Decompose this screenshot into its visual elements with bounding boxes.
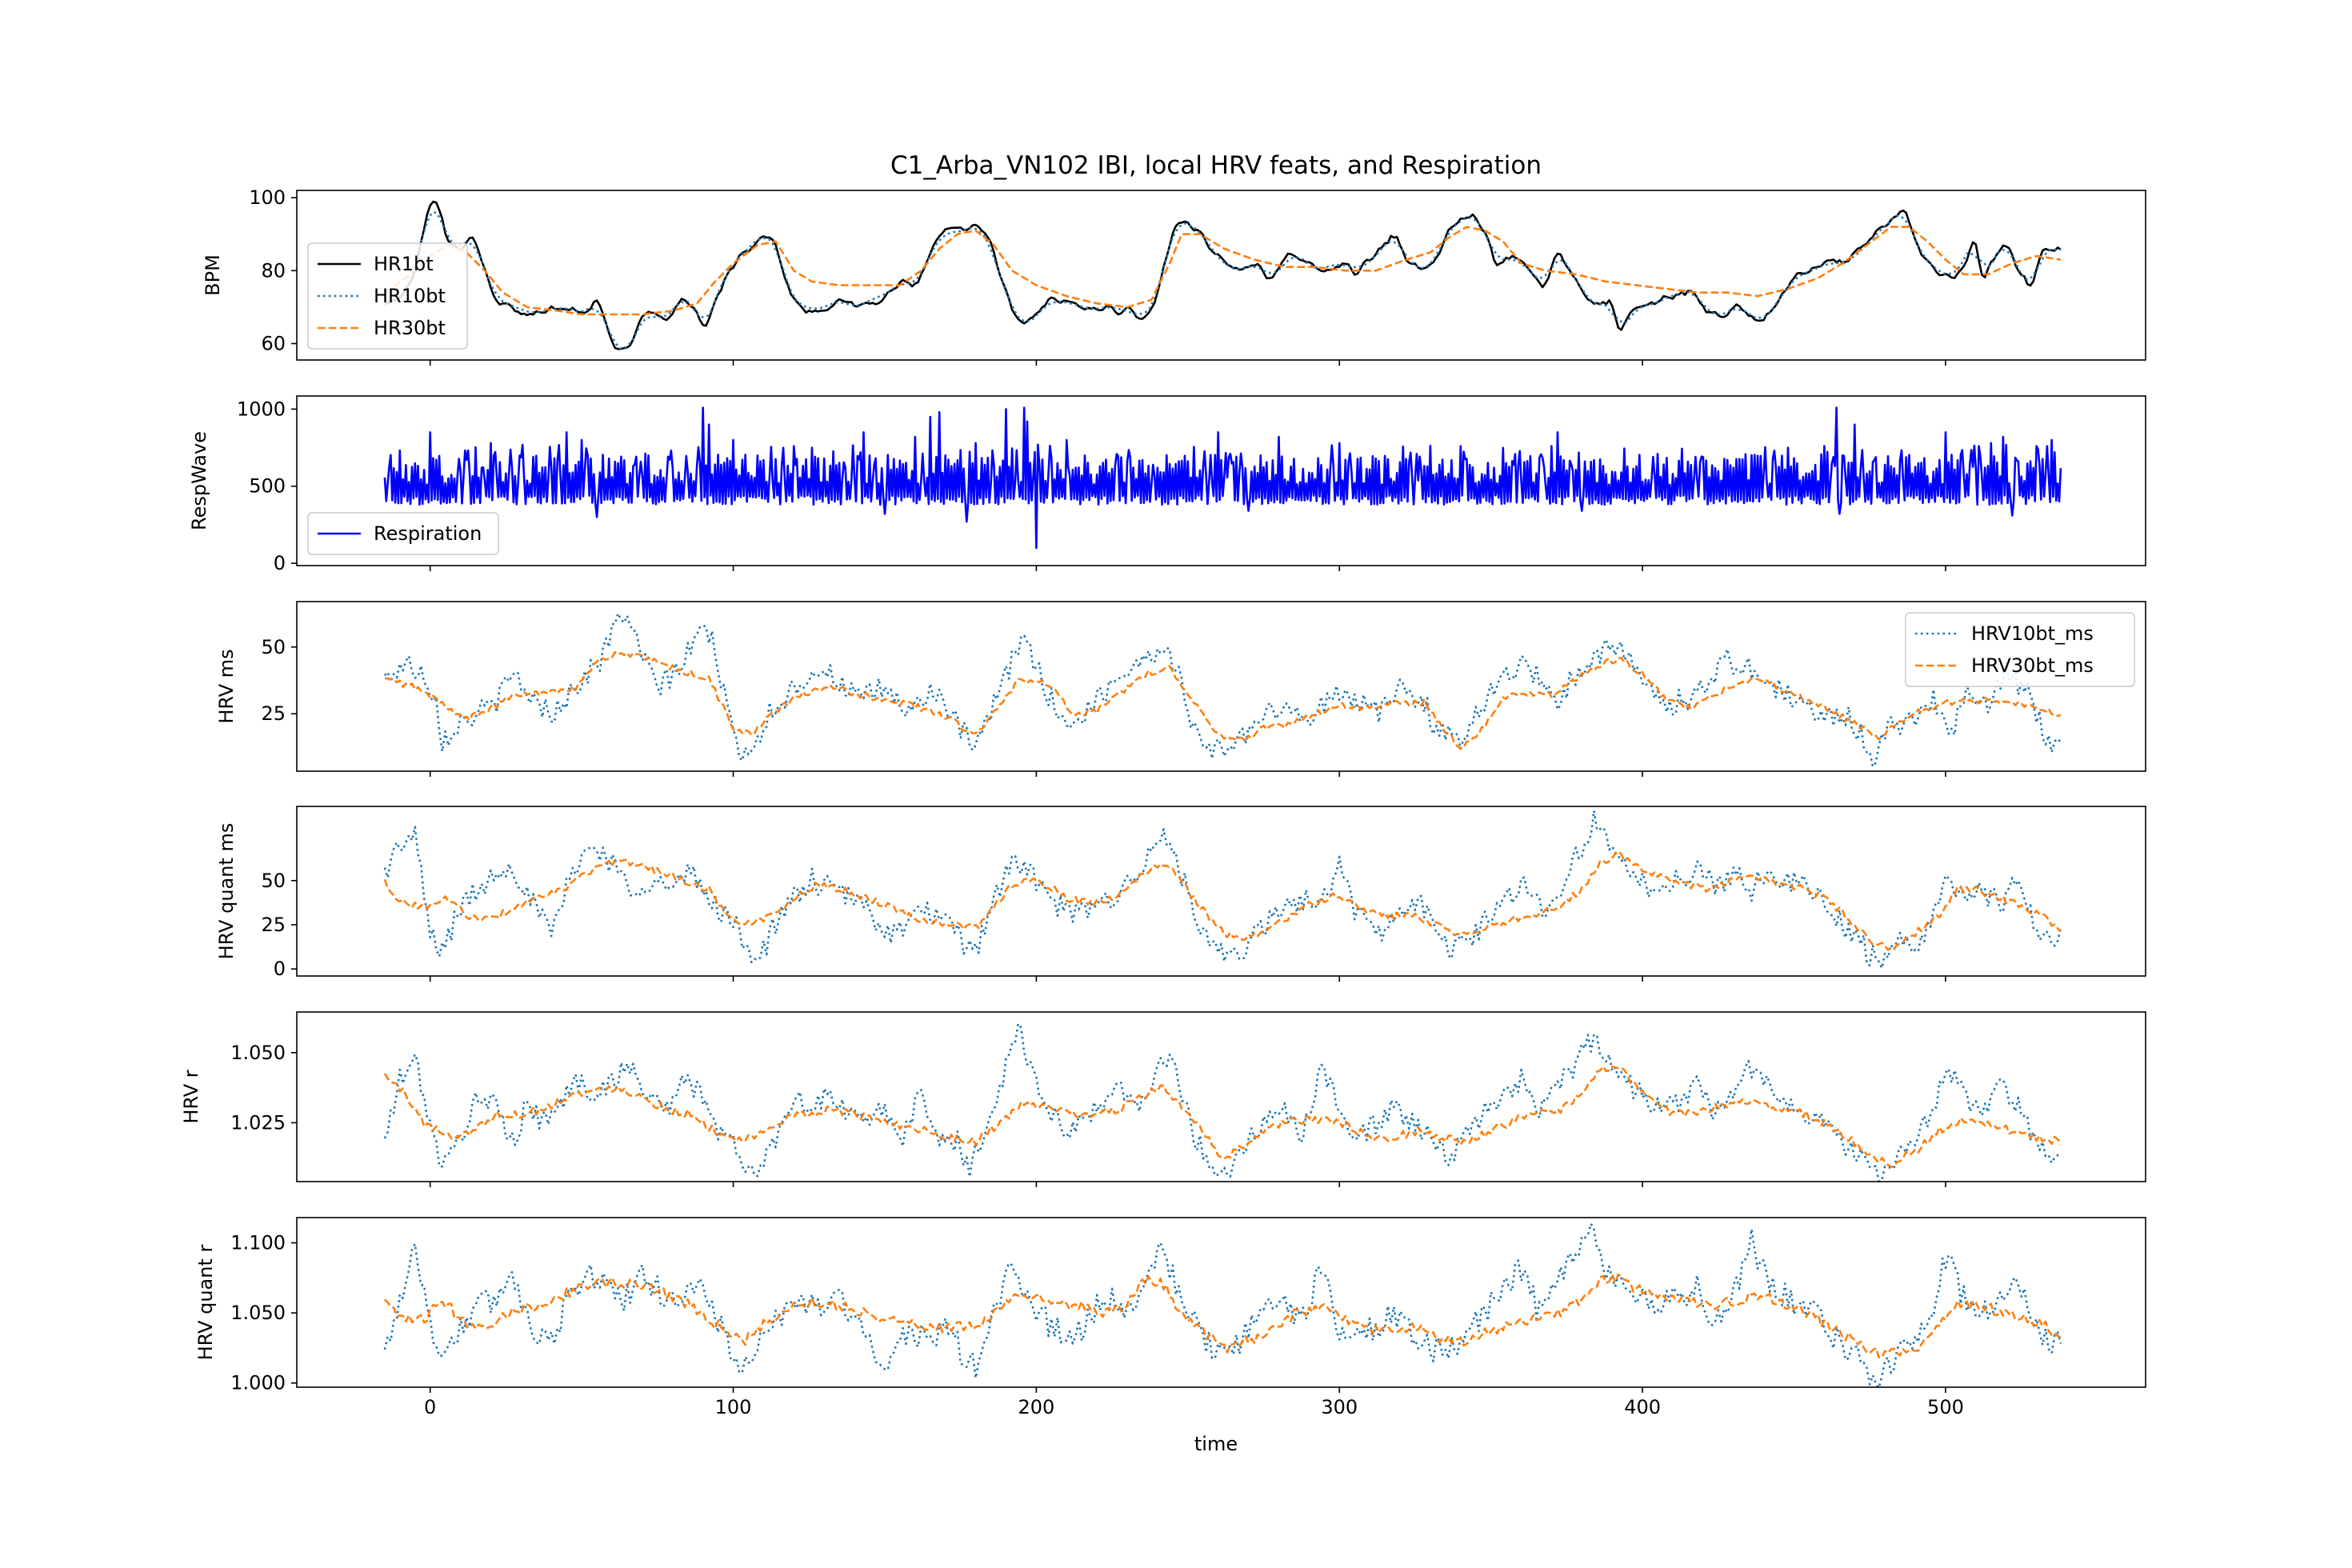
x-axis-label: time	[1194, 1433, 1238, 1455]
y-tick-label: 500	[249, 475, 286, 498]
x-tick-label: 0	[424, 1396, 436, 1418]
y-tick-label: 1.100	[230, 1232, 286, 1254]
y-tick-label: 0	[274, 958, 286, 980]
subplot-hrv_quant_ms: 0 25 50 HRV quant ms	[215, 806, 2146, 982]
y-tick-label: 1.000	[230, 1372, 286, 1394]
y-tick-label: 1.025	[230, 1111, 286, 1134]
axes-frame	[296, 601, 2146, 772]
chart-title: C1_Arba_VN102 IBI, local HRV feats, and …	[890, 151, 1542, 180]
y-tick-label: 25	[261, 914, 286, 936]
series-group	[383, 1222, 2062, 1387]
y-tick-label: 0	[274, 552, 286, 574]
y-tick-label: 50	[261, 636, 286, 658]
series-line-hrv10bt-ms	[383, 810, 2062, 970]
series-line-hrv30bt-ms	[384, 650, 2062, 750]
series-group	[383, 612, 2062, 768]
legend-label: HR10bt	[374, 285, 446, 307]
series-group	[383, 406, 2062, 550]
axes-frame	[296, 395, 2146, 566]
series-line-hr1bt	[384, 200, 2062, 350]
y-axis-label: HRV r	[180, 1070, 202, 1123]
series-line-hrv10bt-ms	[383, 612, 2062, 768]
y-axis-label: BPM	[202, 254, 224, 296]
y-tick-label: 50	[261, 870, 286, 892]
series-line-hr30bt	[384, 226, 2062, 316]
x-tick-label: 400	[1624, 1396, 1661, 1418]
y-tick-label: 1000	[237, 398, 286, 420]
x-tick-label: 200	[1018, 1396, 1054, 1418]
y-axis-label: HRV quant r	[194, 1245, 217, 1361]
y-axis-label: HRV ms	[215, 649, 238, 723]
subplot-bpm: 60 80 100 BPM HR1bt HR10bt HR30bt	[202, 186, 2146, 366]
y-tick-label: 80	[261, 259, 286, 282]
series-line-hrv10bt-ms	[383, 1022, 2061, 1182]
legend-label: Respiration	[374, 522, 482, 545]
series-line-hrv30bt-ms	[383, 850, 2062, 951]
axes-frame	[296, 806, 2146, 977]
legend-label: HRV30bt_ms	[1971, 654, 2094, 677]
series-group	[383, 1022, 2062, 1182]
series-line-respiration	[383, 406, 2062, 550]
y-tick-label: 25	[261, 702, 286, 725]
legend-frame	[307, 512, 499, 555]
series-line-hrv30bt-ms	[383, 1274, 2062, 1359]
y-tick-label: 100	[249, 186, 286, 209]
y-axis-label: RespWave	[188, 431, 210, 530]
series-line-hrv10bt-ms	[383, 1222, 2062, 1387]
legend-label: HR30bt	[374, 317, 446, 339]
y-tick-label: 1.050	[230, 1042, 286, 1064]
x-tick-label: 500	[1927, 1396, 1964, 1418]
series-group	[384, 200, 2062, 350]
legend-label: HRV10bt_ms	[1971, 622, 2094, 645]
legend-frame	[1905, 612, 2135, 687]
legend: HR1bt HR10bt HR30bt	[307, 242, 468, 350]
x-tick-label: 300	[1321, 1396, 1358, 1418]
legend: HRV10bt_ms HRV30bt_ms	[1905, 612, 2135, 687]
legend: Respiration	[307, 512, 499, 555]
subplot-hrv_ms: 25 50 HRV ms HRV10bt_ms HRV30bt_ms	[215, 601, 2146, 777]
y-axis-label: HRV quant ms	[215, 823, 238, 960]
y-tick-label: 1.050	[230, 1302, 286, 1324]
axes-frame	[296, 1011, 2146, 1182]
legend-frame	[307, 242, 468, 350]
axes-frame	[296, 190, 2146, 361]
legend-label: HR1bt	[374, 253, 434, 275]
x-tick-label: 100	[715, 1396, 752, 1418]
series-line-hr10bt	[384, 210, 2061, 350]
subplot-hrv_r: 1.025 1.050 HRV r	[180, 1011, 2146, 1187]
axes-frame	[296, 1217, 2146, 1388]
subplot-hrv_quant_r: 0 100 200 300 400 500 1.000 1.050 1.100 HRV quant…	[194, 1217, 2146, 1418]
series-line-hrv30bt-ms	[383, 1065, 2062, 1168]
y-tick-label: 60	[261, 332, 286, 354]
series-group	[383, 810, 2062, 970]
subplot-resp: 0 500 1000 RespWave Respiration	[188, 395, 2146, 574]
